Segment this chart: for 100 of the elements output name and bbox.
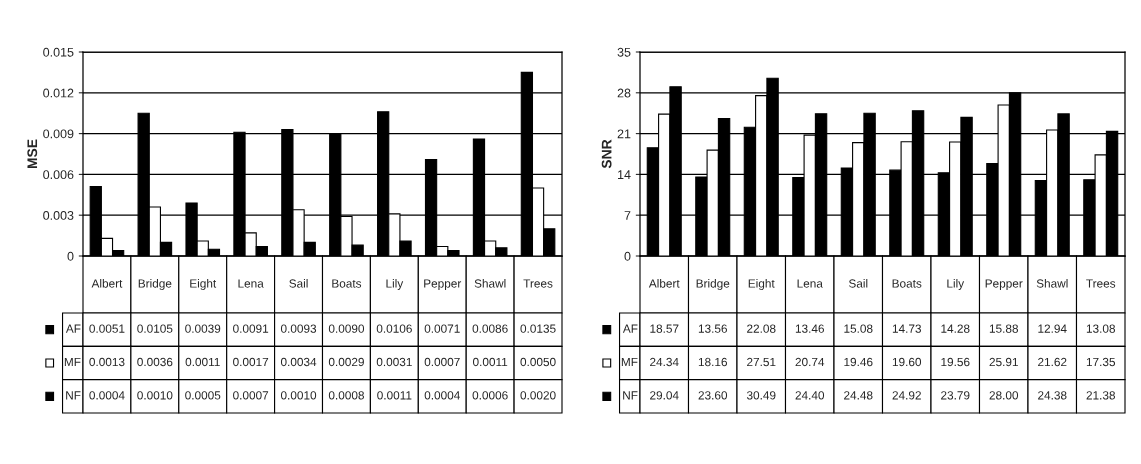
legend-label: NF <box>66 391 81 400</box>
category-label: Trees <box>1086 279 1116 288</box>
category-label: Boats <box>892 279 922 288</box>
category-label: Lily <box>386 279 404 290</box>
data-label: 0.0031 <box>376 357 412 367</box>
data-label: 20.74 <box>795 357 825 367</box>
data-label: 29.04 <box>650 391 679 400</box>
data-label: 24.34 <box>650 357 679 367</box>
data-label: 0.0090 <box>328 324 365 333</box>
data-label: 18.57 <box>650 324 679 333</box>
legend-label: NF <box>623 391 638 400</box>
data-label: 14.28 <box>941 324 970 333</box>
data-label: 0.0011 <box>185 357 220 367</box>
data-label: 19.60 <box>892 357 922 367</box>
data-label: 24.38 <box>1038 391 1067 400</box>
data-label: 28.00 <box>989 391 1019 400</box>
data-label: 0.0007 <box>233 391 269 400</box>
data-label: 0.0036 <box>137 357 173 367</box>
data-label: 27.51 <box>747 357 776 367</box>
category-label: Shawl <box>1036 279 1068 288</box>
y-axis-title: MSE <box>27 139 38 169</box>
data-label: 0.0010 <box>280 391 317 400</box>
data-label: 0.0006 <box>472 391 508 400</box>
category-label: Eight <box>748 279 775 290</box>
data-label: 0.0011 <box>377 391 412 400</box>
data-label: 0.0010 <box>137 391 173 400</box>
data-label: 14.73 <box>892 324 921 333</box>
category-label: Trees <box>523 279 553 288</box>
data-label: 19.46 <box>844 357 873 367</box>
y-tick-label: 28 <box>617 88 631 98</box>
y-tick-label: 0 <box>67 251 74 261</box>
data-label: 0.0017 <box>233 357 269 367</box>
data-label: 0.0004 <box>424 391 460 400</box>
data-label: 0.0039 <box>185 324 221 333</box>
data-label: 0.0005 <box>185 391 221 400</box>
data-label: 0.0013 <box>89 357 125 367</box>
data-label: 0.0091 <box>233 324 269 333</box>
y-tick-label: 0.006 <box>43 170 74 180</box>
data-label: 24.48 <box>844 391 873 400</box>
data-label: 0.0007 <box>424 357 460 367</box>
y-tick-label: 14 <box>618 170 631 179</box>
data-label: 19.56 <box>941 357 970 367</box>
data-label: 0.0008 <box>328 391 364 400</box>
data-label: 0.0135 <box>520 324 556 333</box>
data-label: 24.92 <box>892 391 921 400</box>
category-label: Albert <box>91 279 123 288</box>
data-label: 0.0050 <box>520 357 556 367</box>
data-label: 0.0011 <box>472 357 508 367</box>
data-label: 15.88 <box>989 324 1019 333</box>
y-tick-label: 7 <box>624 211 631 220</box>
category-label: Bridge <box>138 279 172 290</box>
data-label: 0.0020 <box>520 391 556 400</box>
category-label: Lily <box>947 279 965 290</box>
y-tick-label: 35 <box>617 47 631 57</box>
category-label: Eight <box>190 279 217 290</box>
category-label: Lena <box>238 279 264 288</box>
category-label: Pepper <box>424 279 462 290</box>
category-label: Pepper <box>985 279 1023 290</box>
data-label: 0.0106 <box>376 324 412 333</box>
data-label: 13.46 <box>795 324 824 333</box>
y-axis-title: SNR <box>601 139 612 169</box>
y-tick-label: 21 <box>617 129 631 139</box>
data-label: 30.49 <box>746 391 776 400</box>
data-label: 12.94 <box>1038 324 1067 333</box>
y-tick-label: 0.009 <box>43 129 74 139</box>
data-label: 0.0086 <box>472 324 508 333</box>
legend-label: MF <box>64 357 81 367</box>
category-label: Shawl <box>474 279 506 288</box>
y-tick-label: 0.015 <box>43 47 74 57</box>
data-label: 0.0029 <box>328 357 364 367</box>
legend-label: AF <box>622 324 638 333</box>
data-label: 0.0034 <box>280 357 317 367</box>
data-label: 0.0051 <box>89 324 125 333</box>
data-label: 18.16 <box>698 357 727 367</box>
data-label: 0.0071 <box>424 324 460 333</box>
data-label: 13.08 <box>1086 324 1116 333</box>
data-label: 17.35 <box>1086 357 1116 367</box>
category-label: Lena <box>797 279 823 288</box>
category-label: Bridge <box>696 279 730 290</box>
legend-label: MF <box>621 357 638 367</box>
category-label: Sail <box>848 279 868 288</box>
data-label: 25.91 <box>989 357 1018 367</box>
data-label: 24.40 <box>795 391 825 400</box>
category-label: Albert <box>648 279 680 288</box>
data-label: 13.56 <box>698 324 727 333</box>
data-label: 15.08 <box>844 324 873 333</box>
category-label: Boats <box>332 279 362 288</box>
data-label: 21.38 <box>1086 391 1116 400</box>
data-label: 23.79 <box>941 391 970 400</box>
y-tick-label: 0.003 <box>43 211 74 220</box>
y-tick-label: 0 <box>624 251 631 261</box>
y-tick-label: 0.012 <box>43 88 74 98</box>
legend-label: AF <box>65 324 81 333</box>
data-label: 0.0004 <box>89 391 125 400</box>
data-label: 22.08 <box>747 324 776 333</box>
data-label: 21.62 <box>1038 357 1067 367</box>
data-label: 23.60 <box>698 391 728 400</box>
data-label: 0.0093 <box>280 324 317 333</box>
data-label: 0.0105 <box>137 324 173 333</box>
category-label: Sail <box>289 279 308 288</box>
